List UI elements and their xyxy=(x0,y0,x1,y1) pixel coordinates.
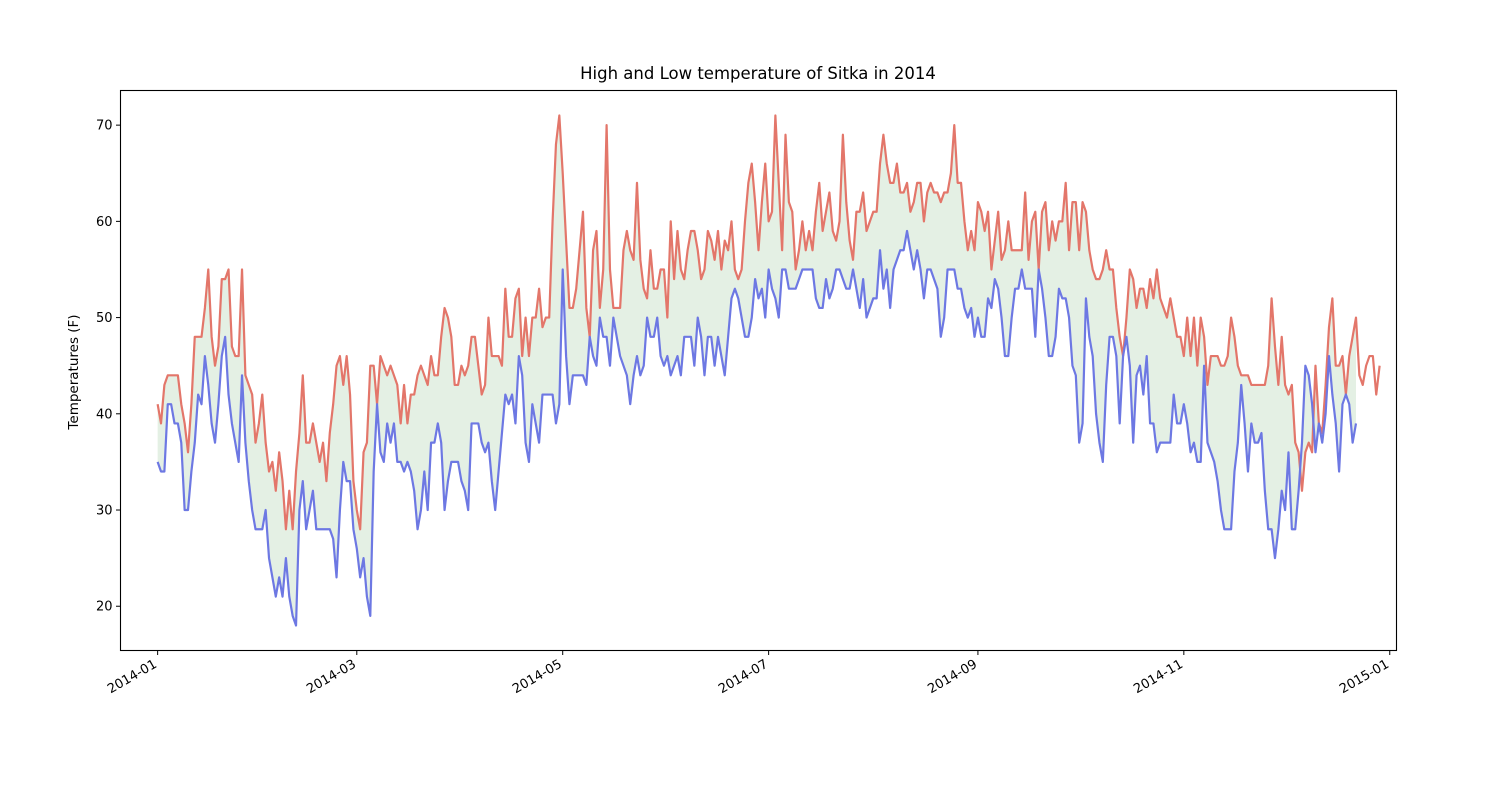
y-tick-label: 70 xyxy=(96,119,113,134)
y-tick-label: 60 xyxy=(96,215,113,230)
plot-frame xyxy=(119,89,1398,652)
y-axis-label: Temperatures (F) xyxy=(66,314,82,430)
series-line-high xyxy=(156,114,1381,531)
y-tick-label: 50 xyxy=(96,311,113,326)
y-tick-label: 30 xyxy=(96,504,113,519)
chart-title: High and Low temperature of Sitka in 201… xyxy=(580,64,936,83)
y-tick-label: 40 xyxy=(96,407,113,422)
fill-between-area xyxy=(157,115,1356,626)
y-tick-label: 20 xyxy=(96,600,113,615)
series-line-low xyxy=(156,229,1358,627)
